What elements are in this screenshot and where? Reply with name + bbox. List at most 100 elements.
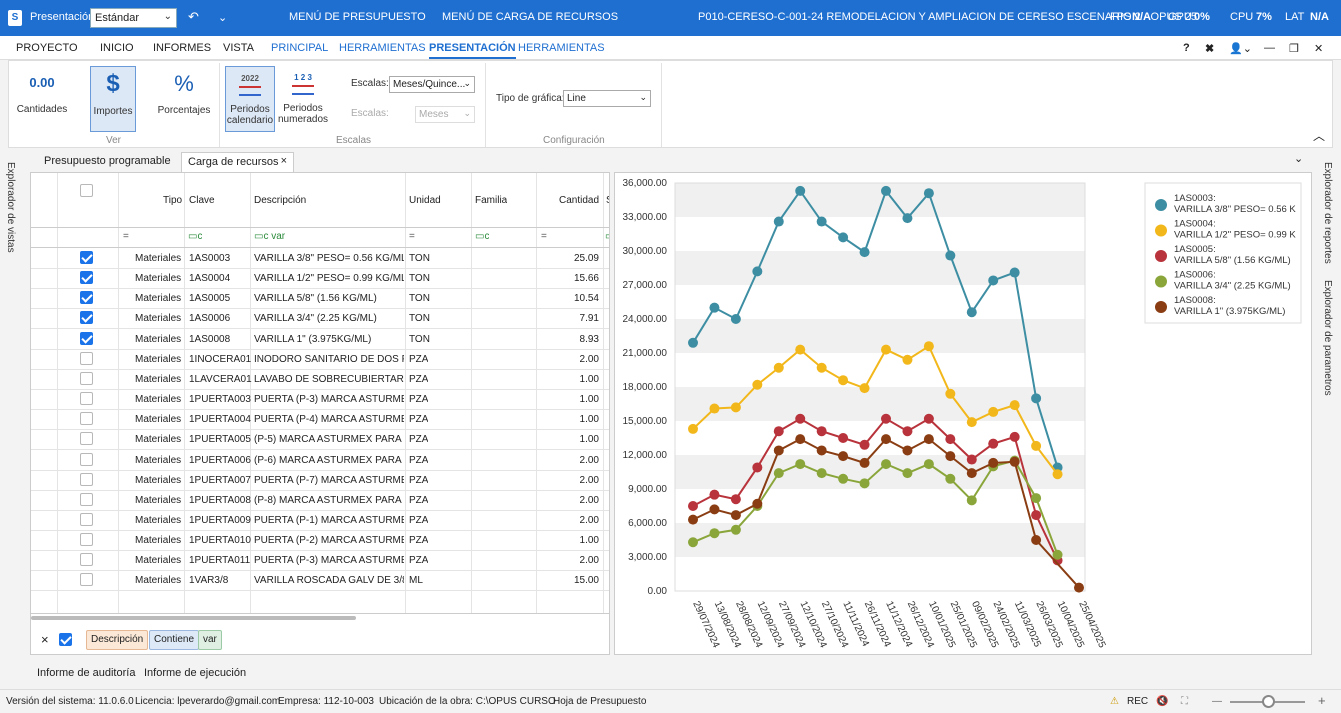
presentacion-select[interactable]: Estándar ⌄ bbox=[90, 8, 177, 28]
table-row[interactable]: Materiales 1PUERTA007 PUERTA (P-7) MARCA A… bbox=[31, 470, 609, 491]
data-point[interactable] bbox=[773, 426, 784, 437]
column-header-s[interactable]: S bbox=[606, 195, 609, 206]
data-point[interactable] bbox=[945, 250, 956, 261]
restore-icon[interactable]: ❐ bbox=[1289, 43, 1299, 55]
data-point[interactable] bbox=[859, 457, 870, 468]
escalas-select-1[interactable]: Meses/Quince... ⌄ bbox=[389, 76, 475, 93]
periodos-numerados-button[interactable]: 1 2 3 Periodos numerados bbox=[277, 66, 329, 132]
clear-filter-icon[interactable]: × bbox=[41, 632, 49, 647]
data-point[interactable] bbox=[752, 379, 763, 390]
data-point[interactable] bbox=[1009, 400, 1020, 411]
data-point[interactable] bbox=[881, 185, 891, 196]
data-point[interactable] bbox=[881, 344, 891, 355]
table-row[interactable]: Materiales 1PUERTA008 (P-8) MARCA ASTURMEX… bbox=[31, 490, 609, 511]
data-point[interactable] bbox=[730, 524, 741, 535]
data-point[interactable] bbox=[945, 451, 956, 462]
data-point[interactable] bbox=[902, 445, 913, 456]
tools-icon[interactable]: ✖ bbox=[1205, 43, 1215, 55]
column-header-tipo[interactable]: Tipo bbox=[163, 195, 183, 206]
filter-chip-value[interactable]: var bbox=[198, 630, 222, 650]
row-checkbox[interactable] bbox=[80, 392, 93, 406]
menu-presentacion[interactable]: PRESENTACIÓN bbox=[429, 42, 516, 59]
data-point[interactable] bbox=[966, 468, 977, 479]
data-point[interactable] bbox=[1031, 440, 1042, 451]
menu-presupuesto-tab[interactable]: MENÚ DE PRESUPUESTO bbox=[289, 11, 426, 23]
data-point[interactable] bbox=[752, 266, 763, 277]
data-point[interactable] bbox=[988, 438, 999, 449]
filter-clave[interactable]: ▭c bbox=[188, 231, 203, 242]
table-row[interactable]: Materiales 1PUERTA011 PUERTA (P-3) MARCA A… bbox=[31, 550, 609, 572]
data-point[interactable] bbox=[709, 302, 720, 313]
data-point[interactable] bbox=[923, 459, 934, 470]
collapse-ribbon-icon[interactable]: ︿ bbox=[1313, 129, 1326, 143]
data-point[interactable] bbox=[688, 423, 698, 434]
row-checkbox[interactable] bbox=[80, 472, 93, 486]
data-point[interactable] bbox=[1031, 393, 1042, 404]
table-row[interactable]: Materiales 1AS0003 VARILLA 3/8" PESO= 0.56… bbox=[31, 248, 609, 269]
table-row[interactable]: Materiales 1INOCERA01 INODORO SANITARIO DE… bbox=[31, 349, 609, 370]
data-point[interactable] bbox=[816, 445, 827, 456]
column-header-clave[interactable]: Clave bbox=[189, 195, 215, 206]
data-point[interactable] bbox=[795, 434, 806, 445]
table-row[interactable]: Materiales 1AS0006 VARILLA 3/4" (2.25 KG/M… bbox=[31, 308, 609, 330]
table-row[interactable]: Materiales 1PUERTA005 (P-5) MARCA ASTURMEX… bbox=[31, 429, 609, 451]
tab-carga-recursos[interactable]: Carga de recursos × bbox=[181, 152, 294, 172]
data-point[interactable] bbox=[1031, 535, 1042, 545]
tab-presupuesto-programable[interactable]: Presupuesto programable bbox=[44, 155, 171, 167]
filter-descripcion[interactable]: ▭c var bbox=[254, 231, 286, 242]
data-point[interactable] bbox=[902, 354, 913, 365]
tipo-grafica-select[interactable]: Line ⌄ bbox=[563, 90, 651, 107]
data-point[interactable] bbox=[923, 341, 934, 352]
menu-informes[interactable]: INFORMES bbox=[153, 42, 212, 54]
data-point[interactable] bbox=[859, 439, 870, 450]
tab-informe-ejecucion[interactable]: Informe de ejecución bbox=[144, 667, 247, 679]
data-point[interactable] bbox=[838, 375, 849, 386]
data-point[interactable] bbox=[859, 247, 870, 258]
menu-vista[interactable]: VISTA bbox=[223, 42, 254, 54]
row-checkbox[interactable] bbox=[80, 311, 93, 325]
help-icon[interactable]: ? bbox=[1183, 42, 1190, 54]
data-point[interactable] bbox=[838, 473, 849, 484]
menu-carga-recursos-tab[interactable]: MENÚ DE CARGA DE RECURSOS bbox=[442, 11, 619, 23]
data-point[interactable] bbox=[902, 213, 913, 224]
warning-icon[interactable]: ⚠ bbox=[1110, 696, 1119, 707]
row-checkbox[interactable] bbox=[80, 553, 93, 567]
data-point[interactable] bbox=[1052, 549, 1063, 560]
row-checkbox[interactable] bbox=[80, 251, 93, 264]
row-checkbox[interactable] bbox=[80, 331, 93, 345]
row-checkbox[interactable] bbox=[80, 533, 93, 547]
table-row[interactable]: Materiales 1AS0004 VARILLA 1/2" PESO= 0.99… bbox=[31, 268, 609, 290]
data-point[interactable] bbox=[773, 445, 784, 456]
cantidades-button[interactable]: 0.00 Cantidades bbox=[15, 67, 69, 131]
row-checkbox[interactable] bbox=[80, 492, 93, 506]
mute-icon[interactable]: 🔇 bbox=[1156, 696, 1169, 707]
data-point[interactable] bbox=[795, 459, 806, 470]
data-point[interactable] bbox=[966, 307, 977, 318]
data-point[interactable] bbox=[730, 510, 741, 521]
data-point[interactable] bbox=[859, 383, 870, 394]
data-point[interactable] bbox=[688, 537, 698, 548]
filter-chip-operator[interactable]: Contiene bbox=[149, 630, 200, 650]
row-checkbox[interactable] bbox=[80, 291, 93, 305]
close-tab-icon[interactable]: × bbox=[280, 155, 287, 167]
data-point[interactable] bbox=[730, 494, 741, 505]
menu-herramientas[interactable]: HERRAMIENTAS bbox=[339, 42, 426, 54]
tab-informe-auditoria[interactable]: Informe de auditoría bbox=[37, 667, 136, 679]
column-header-descripcion[interactable]: Descripción bbox=[254, 195, 307, 206]
escalas-select-2[interactable]: Meses ⌄ bbox=[415, 106, 475, 123]
quick-access-dropdown-icon[interactable]: ⌄ bbox=[218, 12, 228, 24]
data-point[interactable] bbox=[730, 314, 741, 324]
data-point[interactable] bbox=[838, 232, 849, 243]
row-checkbox[interactable] bbox=[80, 573, 93, 587]
data-point[interactable] bbox=[923, 413, 934, 424]
user-icon[interactable]: 👤⌄ bbox=[1229, 43, 1252, 55]
data-point[interactable] bbox=[816, 362, 827, 373]
zoom-slider-thumb[interactable] bbox=[1262, 695, 1275, 708]
row-checkbox[interactable] bbox=[80, 271, 93, 285]
table-row[interactable]: Materiales 1VAR3/8 VARILLA ROSCADA GALV DE… bbox=[31, 570, 609, 592]
row-checkbox[interactable] bbox=[80, 412, 93, 426]
table-row[interactable]: Materiales 1AS0008 VARILLA 1" (3.975KG/ML)… bbox=[31, 329, 609, 350]
porcentajes-button[interactable]: % Porcentajes bbox=[155, 67, 213, 131]
undo-icon[interactable]: ↶ bbox=[188, 9, 199, 24]
table-row[interactable]: Materiales 1PUERTA009 PUERTA (P-1) MARCA A… bbox=[31, 510, 609, 531]
